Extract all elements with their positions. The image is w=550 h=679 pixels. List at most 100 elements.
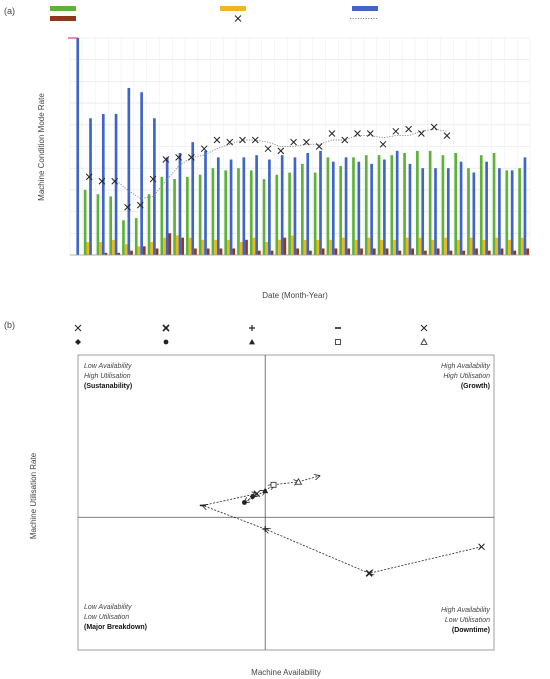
bar-setup-production (265, 241, 269, 255)
bar-idle-no-production (280, 155, 284, 255)
bar-running-production (301, 163, 304, 255)
bar-running-production (237, 168, 240, 255)
trajectory-segment (273, 482, 299, 485)
utilisation-marker (226, 138, 234, 146)
bar-setup-production (163, 237, 166, 255)
bar-alarm-no-production (385, 248, 389, 255)
bar-setup-production (405, 237, 409, 255)
bar-running-production (492, 153, 496, 255)
scatter-point (270, 481, 277, 488)
utilisation-marker (418, 130, 425, 137)
legend-a-item (234, 15, 242, 22)
legend-b-item (335, 339, 341, 345)
bar-idle-no-production (178, 153, 182, 255)
bar-idle-no-production (472, 172, 476, 255)
utilisation-marker (200, 145, 208, 153)
bar-running-production (479, 155, 483, 255)
trajectory-segment (203, 505, 266, 530)
bar-alarm-no-production (232, 248, 236, 255)
utilisation-marker (354, 130, 361, 137)
bar-idle-no-production (408, 163, 412, 255)
plot-a (68, 37, 531, 256)
legend-b-item (75, 339, 81, 345)
legend-a-item (50, 6, 76, 11)
quadrant-bl-line1: Low Availability (84, 604, 132, 611)
bar-setup-production (495, 237, 499, 255)
bar-idle-no-production (344, 157, 348, 255)
bar-running-production (403, 153, 406, 255)
bar-idle-no-production (459, 161, 463, 255)
bar-idle-no-production (306, 153, 310, 255)
bar-running-production (134, 218, 138, 255)
xlabel-b: Machine Availability (251, 668, 321, 677)
quadrant-tl-line1: Low Availability (84, 363, 132, 370)
quadrant-bl-line3: (Major Breakdown) (84, 624, 147, 631)
legend-b-item (420, 324, 428, 332)
bar-setup-production (342, 237, 345, 255)
trajectory-segment (265, 529, 370, 574)
bar-idle-no-production (434, 168, 437, 255)
legend-b-item (74, 324, 82, 332)
bar-running-production (313, 172, 317, 255)
bar-running-production (249, 170, 253, 255)
bar-running-production (173, 179, 176, 255)
bar-alarm-no-production (475, 248, 478, 255)
bar-alarm-no-production (130, 250, 133, 255)
legend-a (50, 6, 378, 22)
legend-b-item (163, 339, 169, 345)
bar-setup-production (457, 239, 460, 255)
quadrant-bl-line2: Low Utilisation (84, 614, 129, 621)
legend-b-marker (249, 325, 255, 331)
bar-setup-production (137, 246, 141, 255)
bar-setup-production (354, 239, 358, 255)
bar-setup-production (239, 241, 243, 255)
quadrant-bottom-left: Low Availability Low Utilisation (Major … (84, 604, 147, 631)
legend-a-swatch (50, 6, 76, 11)
bar-alarm-no-production (194, 248, 197, 255)
bar-idle-no-production (331, 161, 335, 255)
bar-alarm-no-production (347, 248, 351, 255)
panel-a-label: (a) (4, 6, 15, 16)
bar-setup-production (316, 239, 320, 255)
legend-b-marker (335, 339, 341, 345)
legend-a-swatch (50, 16, 76, 21)
bar-setup-production (393, 239, 396, 255)
xlabel-a: Date (Month-Year) (262, 291, 328, 300)
bar-alarm-no-production (206, 248, 210, 255)
bar-running-production (160, 176, 164, 255)
bar-alarm-no-production (334, 248, 338, 255)
bar-setup-production (431, 239, 435, 255)
bar-setup-production (150, 241, 154, 255)
legend-b-marker (162, 324, 170, 332)
bar-idle-no-production (383, 159, 386, 255)
utilisation-marker (251, 136, 259, 144)
quadrant-tr-line1: High Availability (441, 363, 491, 370)
utilisation-marker (175, 153, 182, 161)
utilisation-marker (392, 127, 400, 135)
scatter-point (249, 493, 256, 500)
bar-idle-no-production (523, 157, 527, 255)
bar-idle-no-production (101, 113, 105, 255)
bar-alarm-no-production (296, 248, 299, 255)
bar-running-production (339, 166, 343, 255)
utilisation-marker (277, 147, 285, 155)
bar-setup-production (418, 237, 422, 255)
bar-alarm-no-production (168, 233, 172, 255)
bar-alarm-no-production (436, 248, 440, 255)
bar-idle-no-production (446, 168, 450, 255)
bar-idle-no-production (89, 118, 92, 255)
quadrant-tl-line2: High Utilisation (84, 373, 131, 380)
legend-b-marker (420, 324, 428, 332)
utilisation-marker (111, 177, 119, 185)
utilisation-marker (430, 123, 438, 131)
legend-a-item (220, 6, 246, 11)
utilisation-marker (188, 153, 195, 161)
bar-alarm-no-production (104, 252, 108, 255)
legend-b-marker (163, 339, 169, 345)
bar-alarm-no-production (321, 248, 325, 255)
bar-alarm-no-production (283, 237, 287, 255)
bar-setup-production (112, 239, 115, 255)
legend-b-marker (75, 339, 81, 345)
scatter-point (365, 569, 373, 577)
legend-a-swatch (234, 15, 242, 22)
